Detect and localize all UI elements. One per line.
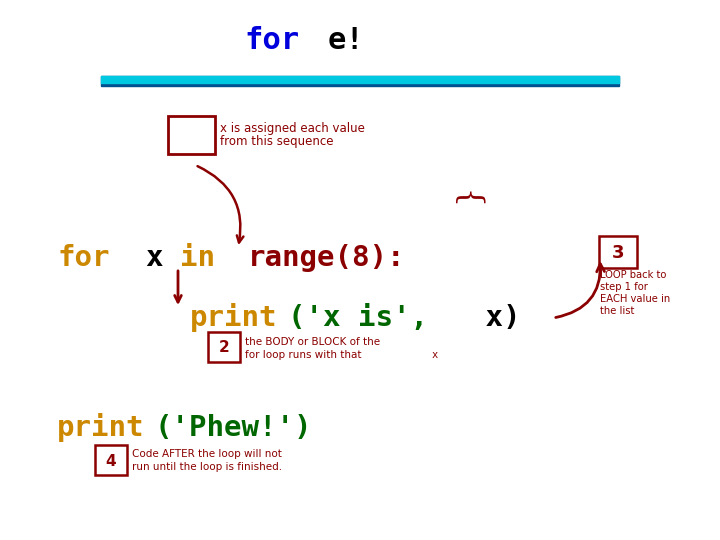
- Text: for: for: [245, 26, 300, 55]
- Text: the BODY or BLOCK of the: the BODY or BLOCK of the: [245, 337, 380, 347]
- FancyBboxPatch shape: [599, 236, 637, 268]
- Text: x is assigned each value: x is assigned each value: [220, 122, 364, 135]
- Text: 2: 2: [219, 341, 230, 355]
- Text: ('Phew!'): ('Phew!'): [155, 414, 312, 442]
- Text: range(8):: range(8):: [248, 244, 405, 272]
- Text: Code AFTER the loop will not: Code AFTER the loop will not: [132, 449, 282, 459]
- Text: EACH value in: EACH value in: [600, 294, 670, 304]
- Text: 4: 4: [106, 454, 117, 469]
- Text: LOOP back to: LOOP back to: [600, 270, 667, 280]
- FancyBboxPatch shape: [208, 332, 240, 362]
- Text: step 1 for: step 1 for: [600, 282, 648, 292]
- Text: for: for: [57, 244, 109, 272]
- Text: x: x: [432, 350, 438, 360]
- Text: x: x: [145, 244, 163, 272]
- Text: the list: the list: [600, 306, 634, 316]
- FancyArrowPatch shape: [197, 166, 243, 242]
- Text: e!: e!: [328, 26, 364, 55]
- Text: }: }: [452, 183, 484, 202]
- Text: 1: 1: [184, 126, 197, 144]
- Text: print: print: [57, 414, 145, 442]
- Text: in: in: [180, 244, 215, 272]
- FancyArrowPatch shape: [556, 264, 605, 318]
- Text: from this sequence: from this sequence: [220, 135, 333, 148]
- Text: run until the loop is finished.: run until the loop is finished.: [132, 462, 282, 472]
- Text: print: print: [190, 303, 277, 333]
- Text: x): x): [468, 304, 521, 332]
- Text: 3: 3: [612, 244, 624, 262]
- Text: ('x is',: ('x is',: [288, 304, 428, 332]
- FancyBboxPatch shape: [95, 445, 127, 475]
- Text: for loop runs with that: for loop runs with that: [245, 350, 361, 360]
